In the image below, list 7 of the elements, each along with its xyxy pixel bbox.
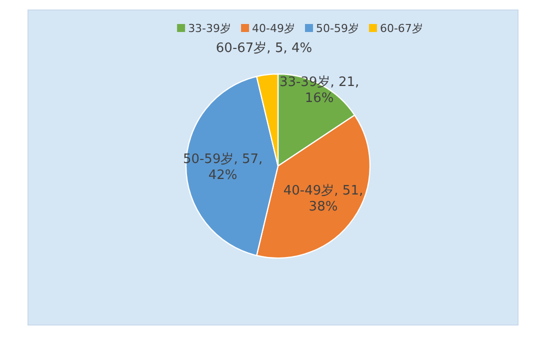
data-label: 40-49岁, 51, 38% [283,184,364,215]
legend-label: 60-67岁 [380,22,423,35]
legend-label: 33-39岁 [188,22,232,35]
legend-label: 50-59岁 [316,22,359,35]
legend-label: 40-49岁 [252,22,295,35]
data-label: 33-39岁, 21, 16% [279,74,360,106]
data-label: 60-67岁, 5, 4% [216,41,312,56]
